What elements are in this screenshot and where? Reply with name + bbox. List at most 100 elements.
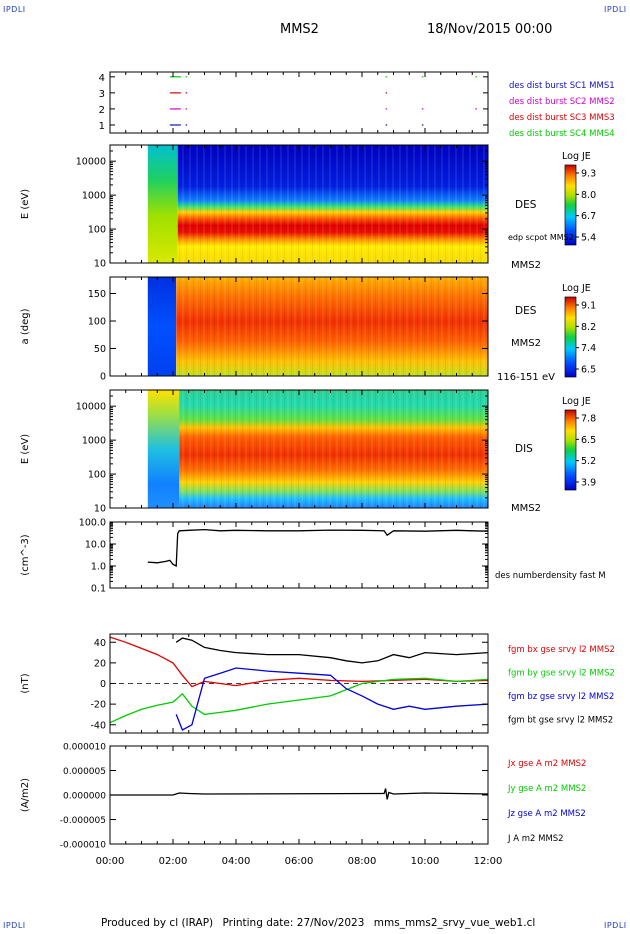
colorbar-tick-label: 9.3 bbox=[581, 169, 596, 180]
instrument-label: DIS bbox=[515, 443, 533, 455]
y-axis-label: a (deg) bbox=[20, 308, 31, 344]
x-tick-label: 06:00 bbox=[285, 856, 314, 867]
y-tick-label: 10 bbox=[94, 504, 106, 515]
y-tick-label: 150 bbox=[88, 289, 106, 300]
y-axis-label: (A/m2) bbox=[20, 778, 31, 812]
y-tick-label: 10000 bbox=[76, 157, 106, 168]
colorbar-tick-label: 6.5 bbox=[581, 365, 596, 376]
dis-energy-spectrogram-early-region bbox=[147, 390, 180, 508]
y-tick-label: 4 bbox=[99, 73, 105, 84]
y-tick-label: 3 bbox=[99, 89, 105, 100]
colorbar-tick-label: 8.2 bbox=[581, 322, 596, 333]
corner-label-top-right: IPDLI bbox=[604, 5, 627, 14]
legend-entry: Jy gse A m2 MMS2 bbox=[507, 784, 586, 794]
pitch-angle-spectrogram-texture bbox=[176, 277, 488, 376]
instrument-label: DES bbox=[515, 199, 537, 211]
colorbar-title: Log JE bbox=[562, 396, 591, 407]
y-tick-label: 1.0 bbox=[91, 562, 106, 573]
y-tick-label: 1000 bbox=[82, 436, 106, 447]
y-tick-label: 100.0 bbox=[79, 518, 106, 529]
x-tick-label: 08:00 bbox=[348, 856, 377, 867]
y-tick-label: -20 bbox=[90, 700, 106, 711]
panel-frame bbox=[109, 71, 489, 134]
legend-entry: des numberdensity fast M bbox=[495, 571, 606, 581]
y-tick-label: 1 bbox=[99, 121, 105, 132]
y-tick-label: 100 bbox=[88, 225, 106, 236]
legend-entry: Jx gse A m2 MMS2 bbox=[507, 759, 586, 769]
x-tick-label: 04:00 bbox=[222, 856, 251, 867]
colorbar-tick-label: 3.9 bbox=[581, 478, 596, 489]
footer-produced: Produced by cl (IRAP) Printing date: 27/… bbox=[101, 917, 535, 929]
series-line-bx bbox=[109, 636, 489, 688]
y-tick-label: -0.000010 bbox=[60, 841, 106, 851]
y-tick-label: 100 bbox=[88, 317, 106, 328]
x-tick-label: 12:00 bbox=[474, 856, 503, 867]
colorbar-tick-label: 8.0 bbox=[581, 190, 596, 201]
y-tick-label: -0.000005 bbox=[60, 816, 106, 826]
overlay-label: edp scpot MMS2 bbox=[508, 233, 574, 242]
legend-entry: fgm bt gse srvy l2 MMS2 bbox=[508, 716, 613, 726]
y-tick-label: 10000 bbox=[76, 402, 106, 413]
legend-entry: des dist burst SC4 MMS4 bbox=[509, 129, 615, 139]
colorbar-title: Log JE bbox=[562, 283, 591, 294]
colorbar bbox=[564, 409, 577, 491]
des-energy-spectrogram-texture bbox=[177, 145, 488, 263]
y-tick-label: 0.000010 bbox=[63, 743, 106, 753]
legend-entry: des dist burst SC1 MMS1 bbox=[509, 81, 615, 91]
series-line-J bbox=[110, 788, 489, 800]
series-line-bt bbox=[175, 637, 489, 664]
legend-entry: fgm bx gse srvy l2 MMS2 bbox=[508, 645, 615, 655]
y-tick-label: 0 bbox=[100, 372, 106, 383]
colorbar-tick-label: 9.1 bbox=[581, 301, 596, 312]
footer-printing-date: Printing date: 27/Nov/2023 bbox=[222, 917, 365, 929]
colorbar-tick-label: 7.4 bbox=[581, 343, 596, 354]
spacecraft-title: MMS2 bbox=[280, 22, 319, 37]
x-tick-label: 00:00 bbox=[96, 856, 125, 867]
series-line-bz bbox=[175, 667, 489, 731]
y-tick-label: -40 bbox=[90, 720, 106, 731]
corner-label-top-left: IPDLI bbox=[3, 5, 26, 14]
y-tick-label: 50 bbox=[94, 344, 106, 355]
colorbar bbox=[564, 296, 577, 378]
y-axis-label: (cm^-3) bbox=[20, 534, 31, 575]
legend-entry: fgm by gse srvy l2 MMS2 bbox=[508, 669, 615, 679]
spacecraft-label: MMS2 bbox=[511, 260, 541, 271]
legend-entry: J A m2 MMS2 bbox=[507, 834, 564, 844]
series-line-data bbox=[147, 528, 489, 568]
y-tick-label: 40 bbox=[94, 638, 106, 649]
y-tick-label: 0.000005 bbox=[63, 767, 106, 777]
y-tick-label: 10.0 bbox=[85, 540, 106, 551]
spacecraft-label: MMS2 bbox=[511, 338, 541, 349]
pitch-angle-spectrogram-early-region bbox=[147, 277, 177, 376]
y-tick-label: 0.1 bbox=[91, 584, 106, 595]
des-energy-spectrogram-early-region bbox=[147, 145, 178, 263]
y-axis-label: (nT) bbox=[20, 673, 31, 693]
y-tick-label: 0 bbox=[100, 679, 106, 690]
y-tick-label: 10 bbox=[94, 259, 106, 270]
colorbar-tick-label: 7.8 bbox=[581, 414, 596, 425]
corner-label-bottom-right: IPDLI bbox=[604, 921, 627, 930]
x-tick-label: 02:00 bbox=[159, 856, 188, 867]
y-tick-label: 100 bbox=[88, 470, 106, 481]
panel-frame bbox=[109, 521, 489, 589]
colorbar bbox=[564, 164, 577, 246]
spacecraft-label: MMS2 bbox=[511, 503, 541, 514]
corner-label-bottom-left: IPDLI bbox=[3, 921, 26, 930]
legend-entry: des dist burst SC2 MMS2 bbox=[509, 97, 615, 107]
colorbar-tick-label: 5.2 bbox=[581, 456, 596, 467]
y-axis-label: E (eV) bbox=[20, 434, 31, 464]
y-tick-label: 1000 bbox=[82, 191, 106, 202]
footer-produced-text: Produced by cl (IRAP) bbox=[101, 917, 214, 929]
legend-entry: fgm bz gse srvy l2 MMS2 bbox=[508, 692, 614, 702]
x-tick-label: 10:00 bbox=[411, 856, 440, 867]
colorbar-title: Log JE bbox=[562, 151, 591, 162]
date-title: 18/Nov/2015 00:00 bbox=[427, 22, 553, 37]
y-tick-label: 0.000000 bbox=[63, 792, 106, 802]
y-tick-label: 20 bbox=[94, 658, 106, 669]
colorbar-tick-label: 6.5 bbox=[581, 435, 596, 446]
series-line-by bbox=[109, 677, 489, 724]
y-tick-label: 2 bbox=[99, 105, 105, 116]
footer-filename: mms_mms2_srvy_vue_web1.cl bbox=[373, 917, 536, 929]
colorbar-tick-label: 5.4 bbox=[581, 233, 596, 244]
